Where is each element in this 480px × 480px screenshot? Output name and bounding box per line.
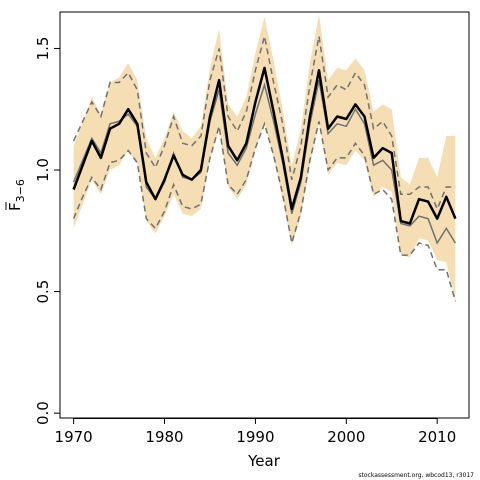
- y-tick-label: 0.5: [34, 280, 52, 304]
- y-axis-title: F3−6: [5, 179, 27, 211]
- y-axis: 0.0 0.5 1.0 1.5: [34, 37, 60, 425]
- previous-lower-line: [72, 121, 457, 302]
- x-tick-label: 2010: [418, 428, 456, 446]
- credit-text: stockassessment.org, wbcod13, r3017: [358, 472, 474, 479]
- plot-area: [72, 14, 457, 302]
- x-tick-label: 1990: [236, 428, 274, 446]
- x-axis-title: Year: [247, 452, 281, 470]
- y-tick-label: 1.5: [34, 37, 52, 61]
- x-tick-label: 1980: [145, 428, 183, 446]
- confidence-band: [73, 14, 456, 302]
- x-tick-label: 2000: [327, 428, 365, 446]
- svg-text:F3−6: F3−6: [6, 179, 27, 211]
- x-tick-label: 1970: [55, 428, 93, 446]
- y-tick-label: 1.0: [34, 158, 52, 182]
- previous-upper-line: [72, 36, 456, 211]
- x-axis: 1970 1980 1990 2000 2010: [55, 418, 456, 446]
- y-axis-title-subscript: 3−6: [14, 179, 27, 202]
- y-axis-title-main: F: [6, 202, 24, 211]
- estimate-line: [72, 66, 457, 225]
- y-tick-label: 0.0: [34, 401, 52, 425]
